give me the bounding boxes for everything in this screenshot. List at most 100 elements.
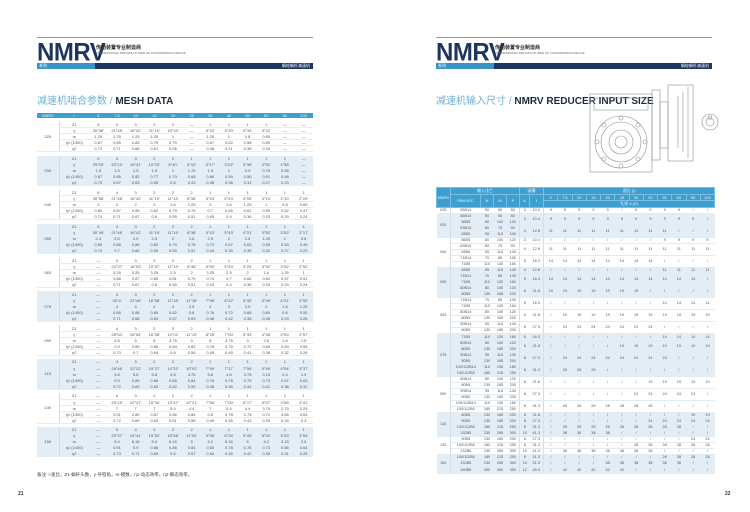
table-row: 100/112B5 180 215 250 8 31.3/28 28 28 28 28 28 28 28… — [437, 424, 715, 432]
value-cell: 2 — [163, 223, 183, 231]
flange-cell: 71B5 — [450, 279, 481, 287]
dimension-cell: 200 — [506, 436, 520, 444]
flange-cell: 90B14 — [450, 388, 481, 395]
bore-cell: / — [629, 418, 644, 426]
dimension-cell: 200 — [506, 315, 520, 323]
value-cell: 30°58' — [89, 127, 108, 135]
bore-cell: 9 — [657, 237, 672, 244]
value-cell: 0.55 — [275, 167, 295, 175]
dimension-cell: 160 — [506, 364, 520, 371]
dimension-cell: 250 — [506, 424, 520, 432]
row-label: γ — [59, 297, 89, 304]
bore-cell: / — [686, 352, 701, 365]
table-row: η2 0.74 0.71 0.67 0.6 0.55 0.51 0.45 0.4 0.36 0.33… — [37, 213, 313, 221]
value-cell: 0.28 — [294, 349, 313, 356]
value-cell: 2 — [163, 359, 183, 366]
value-cell: 0.66 — [275, 444, 295, 452]
bore-cell: 19 — [629, 309, 644, 323]
value-cell: 0.58 — [182, 417, 201, 424]
row-label: η1 (1400) — [59, 275, 89, 282]
dimension-cell: 250 — [506, 454, 520, 462]
bore-cell: / — [686, 225, 701, 238]
bore-cell: 24 — [629, 388, 644, 402]
bore-cell: 38 — [614, 460, 629, 468]
value-cell: 0.36 — [275, 383, 295, 390]
table-row: 130 Z1—4 3 2 2 2 1 1 1 1 1 1 — [37, 393, 313, 424]
value-cell: — — [275, 127, 295, 135]
bore-cell: 11 — [657, 225, 672, 238]
value-cell: 0.86 — [144, 377, 164, 384]
value-cell: 29°03' — [89, 161, 108, 169]
value-cell: 6.16 — [126, 438, 145, 446]
bore-cell: 11 — [629, 243, 644, 256]
value-cell: 0.84 — [182, 411, 201, 418]
value-cell: — — [89, 315, 108, 322]
value-cell: 0.68 — [182, 173, 201, 181]
value-cell: — — [89, 427, 108, 434]
value-cell: 3°52' — [256, 263, 276, 270]
table-row: 090 80B14 80 100 120 6 21.8// / / / //19 19 19 19 19 — [436, 376, 715, 414]
bore-cell: 28 — [643, 424, 658, 432]
row-label: η2 — [59, 179, 89, 187]
value-cell: 1 — [182, 155, 201, 163]
value-cell: 9°58' — [200, 432, 220, 440]
bore-cell: / — [657, 321, 672, 335]
value-cell: 2.75 — [275, 405, 295, 412]
bore-cell: / — [671, 225, 686, 238]
value-cell: 0.59 — [256, 207, 276, 215]
value-cell: 0.56 — [238, 173, 257, 181]
table-row: 80B5 130 165 200 — [437, 315, 715, 323]
value-cell: 0.46 — [275, 173, 295, 181]
value-cell: 1 — [219, 223, 239, 231]
bore-cell: / — [557, 340, 572, 353]
value-cell: 0.86 — [126, 241, 145, 249]
reducer-input-drawing — [589, 84, 719, 173]
value-cell: 0.58 — [294, 343, 313, 350]
value-cell: 0.8 — [294, 235, 313, 243]
bore-cell: / — [543, 364, 558, 377]
dimension-cell: 115 — [493, 321, 507, 329]
flange-cell: 100/112B14 — [450, 400, 481, 408]
value-cell: 3°10' — [256, 195, 276, 203]
value-cell: — — [89, 275, 108, 282]
bore-cell: 19 — [629, 285, 644, 299]
table-row: η2 0.74 0.7 0.66 0.59 0.55 0.51 0.44 0.39 0.35 0.3… — [37, 247, 313, 255]
value-cell: 0.89 — [89, 207, 108, 215]
value-cell: — — [89, 405, 108, 412]
title-en: NMRV REDUCER INPUT SIZE — [514, 96, 654, 107]
bore-cell: / — [671, 255, 686, 268]
value-cell: 3.25 — [126, 269, 145, 276]
bore-cell: / — [700, 225, 715, 238]
bore-cell: 14 — [572, 273, 587, 287]
value-cell: 1 — [256, 393, 276, 400]
value-cell: 3.75 — [256, 405, 276, 412]
value-cell: 2.5 — [126, 235, 145, 243]
bore-cell: / — [600, 376, 615, 389]
row-label: η1 (1400) — [59, 343, 89, 350]
bore-cell: 19 — [686, 340, 701, 353]
column-header: 60 — [256, 113, 276, 118]
size-cell: 150 — [436, 454, 451, 474]
value-cell: 1 — [219, 427, 239, 434]
flange-cell: 56B5 — [450, 237, 481, 244]
row-label: m — [59, 405, 89, 412]
value-cell: 19°33' — [163, 127, 183, 135]
value-cell: 10°23' — [144, 161, 164, 169]
value-cell: 1 — [219, 189, 239, 197]
dimension-cell: 95 — [480, 321, 494, 329]
dimension-cell: 65 — [493, 207, 507, 214]
value-cell: 0.78 — [200, 343, 220, 350]
value-cell: 0.66 — [238, 275, 257, 282]
input-flange-side-view — [651, 84, 694, 162]
key-height-cell: 41.3 — [529, 460, 544, 468]
dimension-cell: 115 — [493, 231, 507, 238]
table-row: m —3.25 3.25 3.25 2.5 2 3.25 2.5 2 1.6 1.25 1 — [37, 269, 313, 276]
key-width-cell: 6 — [519, 309, 530, 323]
value-cell: 1.5 — [89, 167, 108, 175]
value-cell: — — [294, 155, 313, 163]
value-cell: — — [89, 269, 108, 276]
flange-cell: 100/112B14 — [450, 364, 481, 371]
key-width-cell: 8 — [519, 400, 530, 414]
key-width-cell: 8 — [519, 388, 530, 402]
size-cell: 090 — [37, 325, 60, 356]
